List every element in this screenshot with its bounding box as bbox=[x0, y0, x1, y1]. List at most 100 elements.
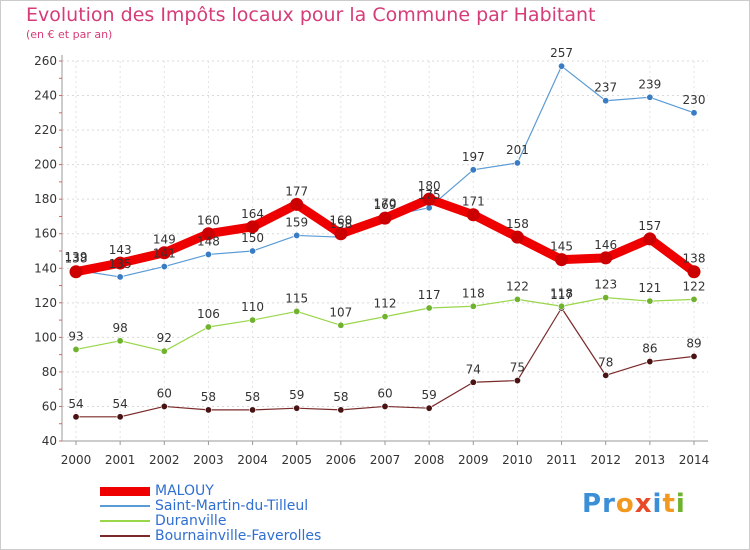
data-point-bournainville-faverolles bbox=[204, 406, 212, 414]
data-label-saint-martin-du-tilleul: 197 bbox=[462, 150, 485, 164]
logo-letter: o bbox=[615, 489, 635, 519]
data-label-bournainville-faverolles: 78 bbox=[598, 355, 613, 369]
data-label-saint-martin-du-tilleul: 148 bbox=[197, 234, 220, 248]
x-tick-label: 2009 bbox=[458, 453, 489, 467]
x-tick-label: 2013 bbox=[635, 453, 666, 467]
data-point-duranville bbox=[690, 295, 698, 303]
y-tick-label: 80 bbox=[42, 365, 57, 379]
logo-letter: i bbox=[675, 489, 686, 519]
y-tick-label: 240 bbox=[34, 89, 57, 103]
data-point-malouy bbox=[69, 265, 83, 279]
data-label-duranville: 117 bbox=[418, 288, 441, 302]
data-point-malouy bbox=[643, 232, 657, 246]
data-label-malouy: 138 bbox=[683, 252, 706, 266]
data-point-duranville bbox=[116, 337, 124, 345]
data-point-saint-martin-du-tilleul bbox=[646, 93, 654, 101]
data-label-saint-martin-du-tilleul: 158 bbox=[329, 217, 352, 231]
data-point-bournainville-faverolles bbox=[116, 413, 124, 421]
logo-letter: r bbox=[602, 489, 616, 519]
data-label-saint-martin-du-tilleul: 237 bbox=[594, 81, 617, 95]
data-point-duranville bbox=[72, 345, 80, 353]
legend-label: Saint-Martin-du-Tilleul bbox=[155, 498, 309, 514]
chart-subtitle: (en € et par an) bbox=[26, 28, 113, 41]
y-tick-label: 260 bbox=[34, 54, 57, 68]
legend-swatch bbox=[100, 520, 150, 522]
data-point-duranville bbox=[337, 321, 345, 329]
legend-swatch bbox=[100, 535, 150, 537]
data-label-duranville: 123 bbox=[594, 278, 617, 292]
data-label-malouy: 171 bbox=[462, 195, 485, 209]
data-point-bournainville-faverolles bbox=[513, 377, 521, 385]
data-label-bournainville-faverolles: 60 bbox=[157, 386, 172, 400]
x-tick-label: 2008 bbox=[414, 453, 445, 467]
data-point-duranville bbox=[602, 294, 610, 302]
data-point-malouy bbox=[555, 253, 569, 267]
data-label-duranville: 122 bbox=[506, 279, 529, 293]
logo-letter: x bbox=[634, 489, 653, 519]
data-label-malouy: 164 bbox=[241, 207, 264, 221]
data-label-bournainville-faverolles: 59 bbox=[289, 388, 304, 402]
data-point-bournainville-faverolles bbox=[337, 406, 345, 414]
x-tick-label: 2000 bbox=[61, 453, 92, 467]
data-label-malouy: 157 bbox=[638, 219, 661, 233]
data-point-saint-martin-du-tilleul bbox=[558, 62, 566, 70]
y-tick-label: 140 bbox=[34, 261, 57, 275]
data-point-malouy bbox=[466, 208, 480, 222]
data-point-malouy bbox=[201, 227, 215, 241]
y-tick-label: 220 bbox=[34, 123, 57, 137]
data-point-malouy bbox=[246, 220, 260, 234]
data-point-malouy bbox=[510, 230, 524, 244]
data-label-duranville: 106 bbox=[197, 307, 220, 321]
data-label-saint-martin-du-tilleul: 175 bbox=[418, 188, 441, 202]
data-point-duranville bbox=[646, 297, 654, 305]
data-label-malouy: 177 bbox=[285, 184, 308, 198]
data-point-bournainville-faverolles bbox=[293, 404, 301, 412]
x-tick-label: 2005 bbox=[281, 453, 312, 467]
data-label-duranville: 93 bbox=[68, 329, 83, 343]
data-label-duranville: 115 bbox=[285, 291, 308, 305]
y-tick-label: 100 bbox=[34, 330, 57, 344]
data-label-duranville: 121 bbox=[638, 281, 661, 295]
legend-swatch bbox=[100, 505, 150, 507]
data-point-malouy bbox=[687, 265, 701, 279]
data-label-bournainville-faverolles: 54 bbox=[68, 397, 83, 411]
data-point-duranville bbox=[469, 302, 477, 310]
data-point-duranville bbox=[513, 295, 521, 303]
data-point-malouy bbox=[113, 256, 127, 270]
data-label-saint-martin-du-tilleul: 230 bbox=[683, 93, 706, 107]
x-tick-label: 2002 bbox=[149, 453, 180, 467]
data-point-bournainville-faverolles bbox=[249, 406, 257, 414]
data-label-duranville: 122 bbox=[683, 279, 706, 293]
data-point-duranville bbox=[558, 302, 566, 310]
data-label-bournainville-faverolles: 75 bbox=[510, 361, 525, 375]
data-point-bournainville-faverolles bbox=[425, 404, 433, 412]
y-tick-label: 160 bbox=[34, 227, 57, 241]
data-label-bournainville-faverolles: 86 bbox=[642, 342, 657, 356]
data-label-malouy: 160 bbox=[197, 214, 220, 228]
data-label-bournainville-faverolles: 89 bbox=[686, 336, 701, 350]
y-tick-label: 200 bbox=[34, 158, 57, 172]
data-point-malouy bbox=[599, 251, 613, 265]
legend-label: MALOUY bbox=[155, 483, 214, 499]
x-tick-label: 2006 bbox=[326, 453, 357, 467]
data-label-bournainville-faverolles: 58 bbox=[333, 390, 348, 404]
x-tick-label: 2001 bbox=[105, 453, 136, 467]
data-label-duranville: 112 bbox=[374, 297, 397, 311]
data-point-duranville bbox=[425, 304, 433, 312]
data-label-duranville: 98 bbox=[113, 321, 128, 335]
data-label-saint-martin-du-tilleul: 150 bbox=[241, 231, 264, 245]
data-point-bournainville-faverolles bbox=[469, 378, 477, 386]
data-label-bournainville-faverolles: 58 bbox=[201, 390, 216, 404]
data-label-bournainville-faverolles: 59 bbox=[422, 388, 437, 402]
x-tick-label: 2012 bbox=[590, 453, 621, 467]
data-label-malouy: 180 bbox=[418, 179, 441, 193]
data-point-saint-martin-du-tilleul bbox=[116, 273, 124, 281]
data-point-duranville bbox=[381, 313, 389, 321]
logo-letter: i bbox=[652, 489, 663, 519]
data-label-saint-martin-du-tilleul: 159 bbox=[285, 215, 308, 229]
data-point-duranville bbox=[204, 323, 212, 331]
data-point-saint-martin-du-tilleul bbox=[690, 109, 698, 117]
data-point-bournainville-faverolles bbox=[381, 402, 389, 410]
